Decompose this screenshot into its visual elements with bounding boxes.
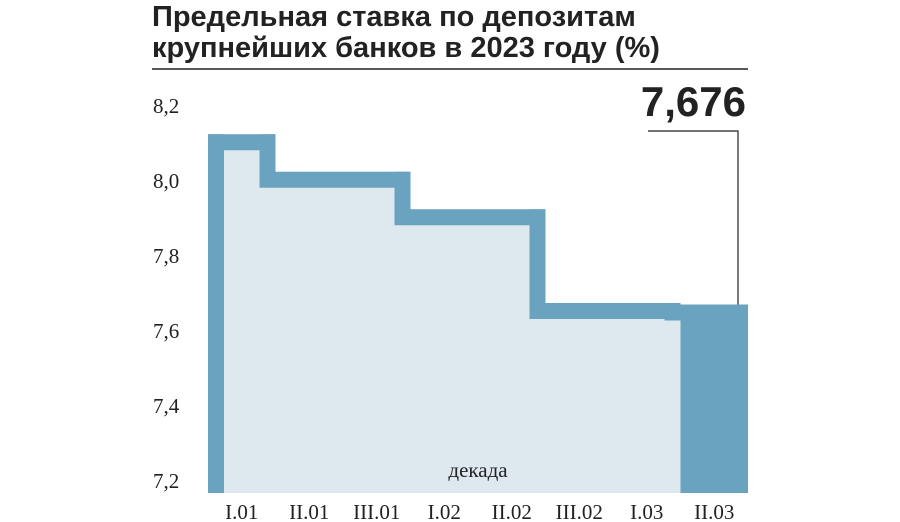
step-band	[275, 171, 343, 188]
area	[613, 303, 681, 493]
step-riser	[664, 303, 681, 321]
chart-title: Предельная ставка по депозитам крупнейши…	[152, 1, 660, 64]
x-tick-label: II.02	[492, 500, 532, 522]
y-tick-label: 7,2	[153, 469, 179, 493]
area	[275, 171, 343, 493]
step-band	[545, 303, 613, 319]
y-tick-label: 8,0	[153, 169, 179, 193]
step-riser	[259, 134, 276, 188]
area	[545, 303, 613, 493]
step-band	[613, 303, 681, 319]
y-tick-label: 8,2	[153, 94, 179, 118]
highlight-area	[680, 304, 748, 493]
step-band	[478, 209, 546, 226]
y-tick-label: 7,4	[153, 394, 180, 418]
y-tick-label: 7,8	[153, 244, 179, 268]
x-axis-label: декада	[448, 458, 508, 482]
x-tick-label: I.01	[225, 500, 258, 522]
x-tick-label: II.03	[694, 500, 734, 522]
step-band	[680, 304, 748, 321]
step-band	[410, 209, 478, 226]
value-label: 7,676	[641, 78, 746, 125]
x-tick-label: II.01	[289, 500, 329, 522]
step-band	[208, 134, 276, 151]
left-edge	[208, 134, 224, 493]
leader-line	[648, 130, 739, 305]
y-tick-label: 7,6	[153, 319, 179, 343]
area	[410, 209, 478, 493]
area	[343, 171, 411, 493]
x-tick-label: III.01	[353, 500, 400, 522]
step-riser	[394, 171, 411, 226]
step-band	[343, 171, 411, 188]
x-tick-label: I.02	[428, 500, 461, 522]
step-riser	[529, 209, 546, 319]
x-tick-label: I.03	[630, 500, 663, 522]
x-tick-label: III.02	[556, 500, 603, 522]
